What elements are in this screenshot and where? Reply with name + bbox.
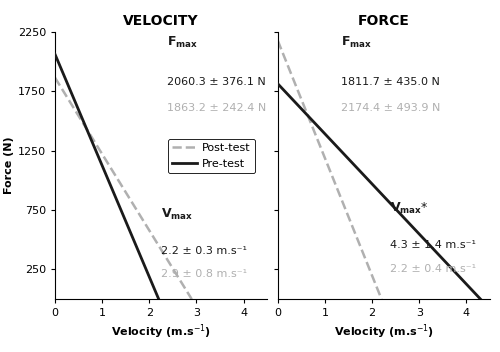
Text: 1863.2 ± 242.4 N: 1863.2 ± 242.4 N: [168, 103, 266, 113]
X-axis label: Velocity (m.s$^{-1}$): Velocity (m.s$^{-1}$): [111, 322, 211, 341]
Text: 2174.4 ± 493.9 N: 2174.4 ± 493.9 N: [342, 103, 441, 113]
Text: 2060.3 ± 376.1 N: 2060.3 ± 376.1 N: [168, 77, 266, 87]
Title: VELOCITY: VELOCITY: [124, 14, 199, 28]
X-axis label: Velocity (m.s$^{-1}$): Velocity (m.s$^{-1}$): [334, 322, 434, 341]
Text: 4.3 ± 1.4 m.s⁻¹: 4.3 ± 1.4 m.s⁻¹: [390, 240, 476, 250]
Text: $\bf{F_{max}}$: $\bf{F_{max}}$: [168, 34, 198, 50]
Title: FORCE: FORCE: [358, 14, 410, 28]
Text: $\bf{V_{max}}$*: $\bf{V_{max}}$*: [390, 201, 429, 216]
Legend: Post-test, Pre-test: Post-test, Pre-test: [168, 139, 256, 173]
Text: 1811.7 ± 435.0 N: 1811.7 ± 435.0 N: [342, 77, 440, 87]
Y-axis label: Force (N): Force (N): [4, 137, 14, 194]
Text: 2.2 ± 0.4 m.s⁻¹: 2.2 ± 0.4 m.s⁻¹: [390, 264, 476, 274]
Text: $\bf{V_{max}}$: $\bf{V_{max}}$: [161, 207, 194, 222]
Text: 2.2 ± 0.3 m.s⁻¹: 2.2 ± 0.3 m.s⁻¹: [161, 246, 247, 256]
Text: $\bf{F_{max}}$: $\bf{F_{max}}$: [342, 34, 372, 50]
Text: 2.9 ± 0.8 m.s⁻¹: 2.9 ± 0.8 m.s⁻¹: [161, 270, 247, 279]
